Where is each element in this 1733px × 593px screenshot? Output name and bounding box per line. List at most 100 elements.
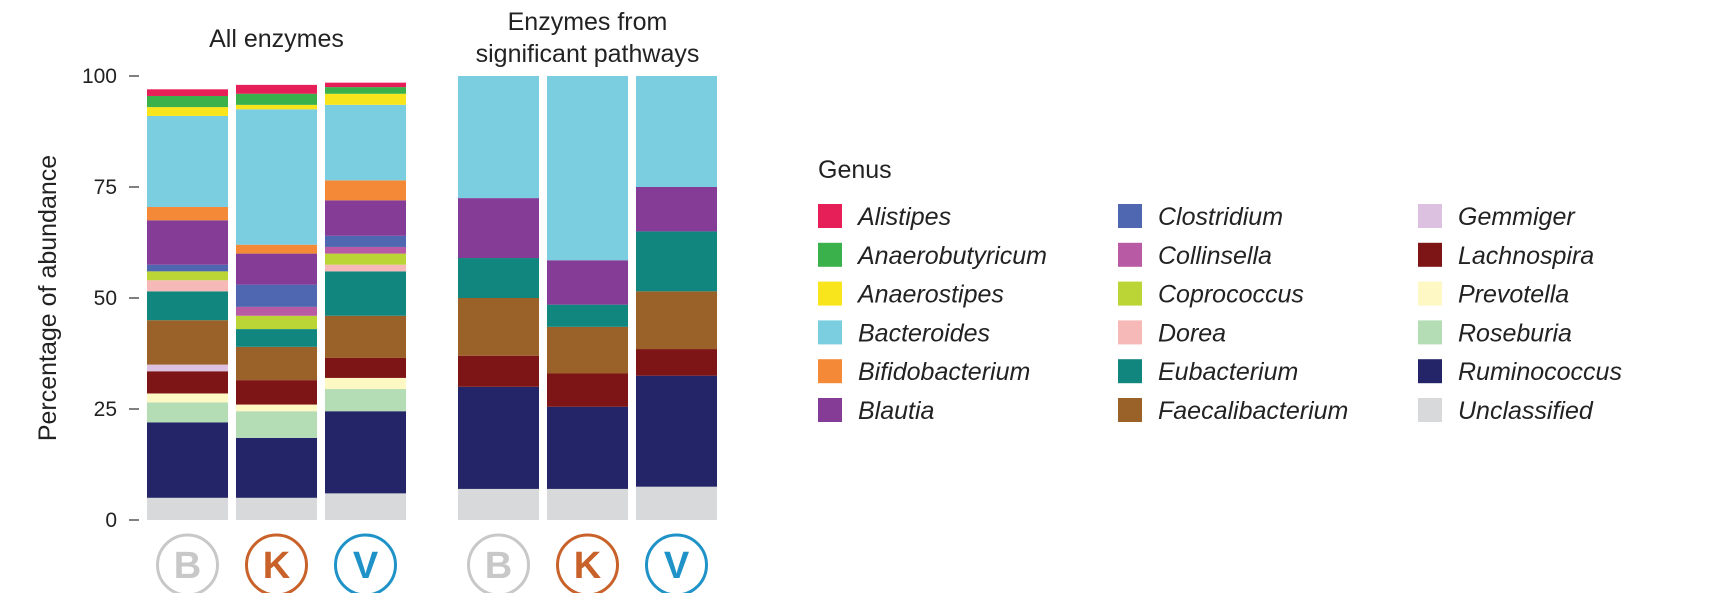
segment-bifidobacterium xyxy=(236,244,317,254)
y-tick-label-0: 0 xyxy=(105,509,117,532)
bar-panel2-v xyxy=(636,76,717,520)
segment-bifidobacterium xyxy=(325,180,406,201)
segment-eubacterium xyxy=(458,258,539,298)
legend-item-bacteroides: Bacteroides xyxy=(818,319,990,347)
segment-gemmiger xyxy=(147,364,228,372)
segment-eubacterium xyxy=(636,231,717,292)
legend-item-faecalibacterium: Faecalibacterium xyxy=(1118,397,1348,425)
legend-label: Clostridium xyxy=(1158,203,1283,231)
legend-label: Gemmiger xyxy=(1458,203,1576,231)
segment-bacteroides xyxy=(147,115,228,207)
legend-swatch xyxy=(1118,281,1142,306)
badge-circle xyxy=(556,533,619,593)
segment-roseburia xyxy=(147,402,228,423)
bar-panel1-b xyxy=(147,89,228,520)
segment-lachnospira xyxy=(636,349,717,376)
legend-item-eubacterium: Eubacterium xyxy=(1118,358,1298,386)
segment-ruminococcus xyxy=(236,437,317,498)
segment-blautia xyxy=(325,200,406,236)
segment-eubacterium xyxy=(547,304,628,327)
y-tick-label-100: 100 xyxy=(82,65,117,88)
segment-roseburia xyxy=(236,411,317,438)
segment-faecalibacterium xyxy=(547,326,628,374)
legend-swatch xyxy=(1118,204,1142,228)
legend-label: Bacteroides xyxy=(858,319,990,347)
panel-titles: All enzymes Enzymes from significant pathw… xyxy=(209,8,699,68)
bar-panel1-k xyxy=(236,84,317,520)
segment-faecalibacterium xyxy=(147,320,228,365)
segment-blautia xyxy=(636,187,717,232)
segment-blautia xyxy=(236,253,317,285)
badge-circle xyxy=(156,533,219,593)
segment-dorea xyxy=(147,280,228,292)
y-tick-label-75: 75 xyxy=(94,176,117,199)
legend-label: Blautia xyxy=(858,397,935,425)
legend-title: Genus xyxy=(818,156,892,184)
legend-item-gemmiger: Gemmiger xyxy=(1418,203,1576,231)
legend-label: Lachnospira xyxy=(1458,242,1594,270)
badge-letter: V xyxy=(353,545,379,587)
segment-faecalibacterium xyxy=(458,298,539,356)
legend-swatch xyxy=(818,242,842,267)
legend: Genus Alistipes Anaerobutyricum Anaerostipe… xyxy=(818,156,1622,425)
segment-alistipes xyxy=(147,89,228,96)
panel-title-2-line-2: significant pathways xyxy=(476,40,700,68)
legend-item-clostridium: Clostridium xyxy=(1118,203,1283,231)
badge-letter: B xyxy=(174,545,201,587)
segment-alistipes xyxy=(325,82,406,88)
badge-letter: B xyxy=(485,545,512,587)
segment-ruminococcus xyxy=(325,411,406,494)
badge-panel2-k: K xyxy=(556,533,619,593)
segment-bacteroides xyxy=(547,76,628,261)
legend-label: Alistipes xyxy=(856,203,951,231)
legend-swatch xyxy=(818,359,842,384)
segment-unclassified xyxy=(547,488,628,520)
legend-item-prevotella: Prevotella xyxy=(1418,281,1569,309)
legend-swatch xyxy=(1418,359,1442,384)
bar-panel2-b xyxy=(458,76,539,520)
badge-circle xyxy=(245,533,308,593)
legend-label: Ruminococcus xyxy=(1458,358,1622,386)
segment-faecalibacterium xyxy=(636,291,717,350)
segment-lachnospira xyxy=(458,355,539,387)
panel-title-1-line-1: All enzymes xyxy=(209,25,344,53)
legend-label: Roseburia xyxy=(1458,319,1572,347)
legend-label: Unclassified xyxy=(1458,397,1594,425)
segment-ruminococcus xyxy=(636,375,717,487)
legend-item-collinsella: Collinsella xyxy=(1118,242,1272,270)
bars xyxy=(147,76,717,520)
bar-panel1-v xyxy=(325,82,406,520)
legend-swatch xyxy=(1118,398,1142,422)
legend-swatch xyxy=(818,204,842,228)
legend-item-anaerostipes: Anaerostipes xyxy=(818,281,1004,309)
legend-swatch xyxy=(1118,359,1142,384)
legend-label: Collinsella xyxy=(1158,242,1272,270)
segment-eubacterium xyxy=(236,329,317,347)
segment-clostridium xyxy=(147,264,228,272)
segment-lachnospira xyxy=(325,357,406,378)
legend-swatch xyxy=(1118,242,1142,267)
badge-letter: K xyxy=(574,545,602,587)
segment-bacteroides xyxy=(236,109,317,245)
segment-blautia xyxy=(458,198,539,259)
segment-lachnospira xyxy=(236,380,317,405)
legend-item-roseburia: Roseburia xyxy=(1418,319,1572,347)
badge-panel2-v: V xyxy=(645,533,708,593)
segment-unclassified xyxy=(458,488,539,520)
segment-bifidobacterium xyxy=(147,206,228,221)
segment-anaerostipes xyxy=(147,107,228,116)
segment-lachnospira xyxy=(547,373,628,407)
legend-item-blautia: Blautia xyxy=(818,397,935,425)
legend-swatch xyxy=(818,398,842,422)
segment-unclassified xyxy=(325,493,406,520)
legend-label: Anaerostipes xyxy=(856,281,1004,309)
segment-anaerostipes xyxy=(325,93,406,105)
legend-item-unclassified: Unclassified xyxy=(1418,397,1594,425)
segment-unclassified xyxy=(147,497,228,520)
panel-title-2-line-1: Enzymes from xyxy=(508,8,668,36)
segment-anaerobutyricum xyxy=(147,95,228,108)
legend-swatch xyxy=(1418,320,1442,345)
segment-blautia xyxy=(147,220,228,265)
segment-clostridium xyxy=(325,235,406,247)
